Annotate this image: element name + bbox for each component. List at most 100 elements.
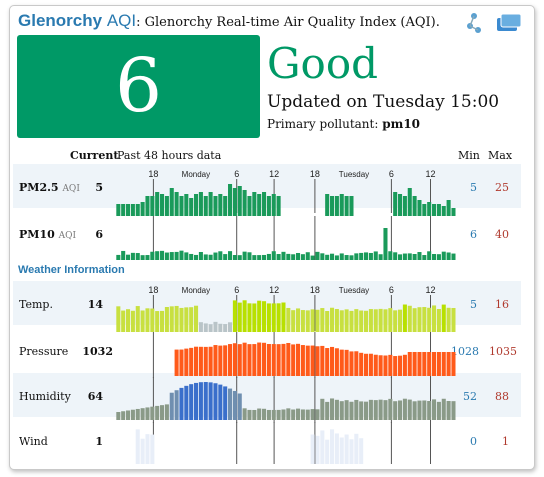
pressure-bar bbox=[179, 349, 184, 376]
temp-bar bbox=[262, 301, 267, 332]
weather-title: Weather Information bbox=[18, 264, 125, 276]
humidity-bar bbox=[198, 382, 203, 420]
temp-bar bbox=[150, 308, 155, 332]
pm10-bar bbox=[315, 251, 320, 260]
temp-bar bbox=[218, 323, 223, 332]
pressure-bar bbox=[364, 353, 369, 376]
pm10-bar bbox=[169, 252, 174, 260]
temp-bar bbox=[441, 304, 446, 332]
temp-bar bbox=[427, 307, 432, 332]
pm10-bar bbox=[388, 251, 393, 260]
row-min: 5 bbox=[470, 181, 477, 194]
pm10-bar bbox=[213, 252, 218, 260]
row-min: 0 bbox=[470, 435, 477, 448]
pm10-bar bbox=[262, 254, 267, 260]
humidity-bar bbox=[417, 400, 422, 420]
pm10-bar bbox=[116, 254, 121, 260]
pressure-bar bbox=[432, 352, 437, 376]
pressure-bar bbox=[247, 344, 252, 376]
wind-bar bbox=[339, 437, 344, 464]
pressure-bar bbox=[320, 345, 325, 376]
pm10-bar bbox=[208, 254, 213, 260]
humidity-bar bbox=[291, 409, 296, 420]
humidity-bar bbox=[305, 409, 310, 420]
temp-bar bbox=[393, 310, 398, 332]
pm10-bar bbox=[237, 255, 242, 260]
pressure-bar bbox=[266, 343, 271, 376]
temp-bar bbox=[198, 322, 203, 332]
humidity-bar bbox=[135, 408, 140, 420]
header: Glenorchy AQI: Glenorchy Real-time Air Q… bbox=[18, 11, 440, 33]
row-max: 16 bbox=[495, 298, 509, 311]
time-label: 18 bbox=[310, 169, 320, 179]
temp-bar bbox=[252, 303, 257, 332]
pm10-bar bbox=[160, 250, 165, 260]
humidity-bar bbox=[407, 399, 412, 420]
humidity-bar bbox=[266, 409, 271, 420]
pm25-bar bbox=[262, 192, 267, 216]
row-max: 1 bbox=[502, 435, 509, 448]
pressure-bar bbox=[271, 344, 276, 376]
wind-bar bbox=[325, 439, 330, 464]
temp-bar bbox=[422, 307, 427, 332]
windows-icon[interactable] bbox=[497, 13, 522, 31]
pressure-bar bbox=[281, 343, 286, 376]
pm25-bar bbox=[189, 198, 194, 216]
pm10-bar bbox=[296, 252, 301, 260]
pm10-bar bbox=[427, 251, 432, 260]
humidity-bar bbox=[218, 384, 223, 420]
temp-bar bbox=[432, 305, 437, 332]
humidity-bar bbox=[281, 409, 286, 420]
row-label: Temp. bbox=[19, 298, 53, 311]
pm10-bar bbox=[218, 251, 223, 260]
pressure-bar bbox=[344, 349, 349, 376]
pm10-bar bbox=[130, 252, 135, 260]
col-current: Current bbox=[70, 149, 119, 162]
pm25-bar bbox=[130, 204, 135, 216]
brand-link[interactable]: Glenorchy AQI bbox=[18, 11, 137, 30]
pm10-bar bbox=[451, 253, 456, 260]
temp-bar bbox=[417, 307, 422, 332]
temp-bar bbox=[364, 310, 369, 332]
row-max: 25 bbox=[495, 181, 509, 194]
pm10-bar bbox=[359, 252, 364, 260]
wind-bar bbox=[140, 438, 145, 464]
time-label: 6 bbox=[389, 169, 394, 179]
pressure-bar bbox=[422, 352, 427, 376]
pm25-bar bbox=[160, 194, 165, 216]
wind-bar bbox=[315, 435, 320, 464]
pm10-bar bbox=[310, 255, 315, 260]
row-max: 88 bbox=[495, 390, 509, 403]
pm10-bar bbox=[354, 253, 359, 260]
humidity-bar bbox=[247, 409, 252, 420]
humidity-bar bbox=[402, 398, 407, 420]
humidity-bar bbox=[320, 398, 325, 420]
humidity-bar bbox=[223, 386, 228, 420]
pm25-bar bbox=[140, 202, 145, 216]
humidity-bar bbox=[393, 401, 398, 420]
humidity-bar bbox=[354, 399, 359, 420]
humidity-bar bbox=[145, 407, 150, 420]
humidity-bar bbox=[169, 392, 174, 420]
pm25-bar bbox=[164, 196, 169, 216]
history-charts: 18 Monday 6 12 18 Tuesday 6 12 18 Monday 6 12 18 Tues… bbox=[116, 169, 456, 464]
humidity-bar bbox=[368, 399, 373, 420]
humidity-bar bbox=[330, 398, 335, 420]
pressure-bar bbox=[402, 354, 407, 376]
wind-bar bbox=[334, 433, 339, 464]
humidity-bar bbox=[252, 409, 257, 420]
row-max: 40 bbox=[495, 228, 509, 241]
humidity-bar bbox=[174, 390, 179, 420]
row-pm10: PM10 AQI 6 6 40 bbox=[13, 211, 521, 255]
share-icon[interactable] bbox=[467, 13, 481, 33]
pm25-bar bbox=[145, 196, 150, 216]
pm10-bar bbox=[393, 252, 398, 260]
pm10-bar bbox=[189, 253, 194, 260]
row-pressure: Pressure 1032 1028 1035 bbox=[13, 328, 521, 372]
humidity-bar bbox=[140, 408, 145, 420]
humidity-bar bbox=[344, 400, 349, 420]
pm10-bar bbox=[320, 253, 325, 260]
pm10-bar bbox=[441, 251, 446, 260]
temp-bar bbox=[155, 311, 160, 332]
pm25-bar bbox=[155, 192, 160, 216]
